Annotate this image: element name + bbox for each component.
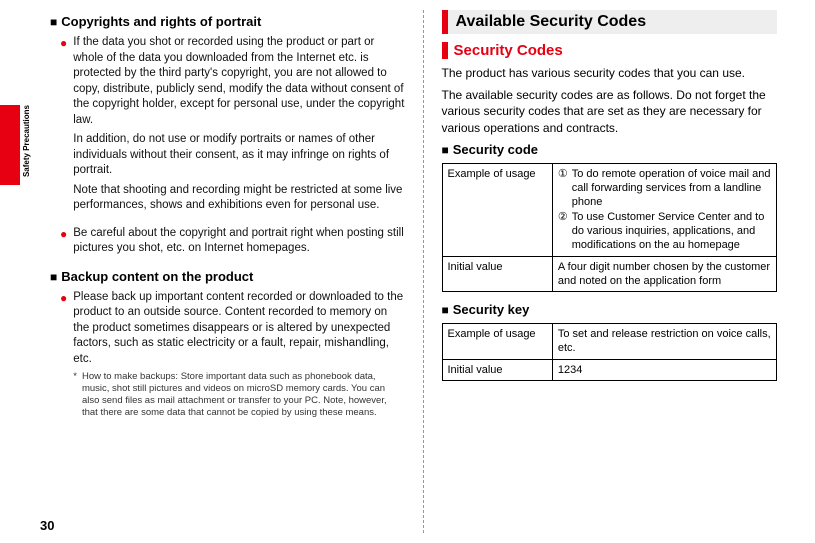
list-item-2: ② To use Customer Service Center and to … <box>558 210 771 253</box>
copyright-b2: Be careful about the copyright and portr… <box>73 226 404 257</box>
cell-value: 1234 <box>552 359 776 380</box>
cell-value: ① To do remote operation of voice mail a… <box>552 163 776 256</box>
intro-1: The product has various security codes t… <box>442 65 778 81</box>
list-item-1: ① To do remote operation of voice mail a… <box>558 167 771 210</box>
bullet-backup: ● Please back up important content recor… <box>60 290 405 419</box>
cell-label: Example of usage <box>442 324 552 360</box>
intro-2: The available security codes are as foll… <box>442 87 778 136</box>
backup-note-text: How to make backups: Store important dat… <box>82 371 405 419</box>
circled-1-icon: ① <box>558 167 568 210</box>
copyright-p1: If the data you shot or recorded using t… <box>73 35 404 128</box>
security-code-table: Example of usage ① To do remote operatio… <box>442 163 778 292</box>
bullet-text: Be careful about the copyright and portr… <box>73 226 404 261</box>
copyright-p3: Note that shooting and recording might b… <box>73 183 404 214</box>
cell-label: Initial value <box>442 359 552 380</box>
copyright-p2: In addition, do not use or modify portra… <box>73 132 404 179</box>
security-key-table: Example of usage To set and release rest… <box>442 323 778 381</box>
bullet-dot-icon: ● <box>60 290 67 419</box>
cell-label: Example of usage <box>442 163 552 256</box>
copyrights-body: ● If the data you shot or recorded using… <box>50 35 405 261</box>
backup-note: * How to make backups: Store important d… <box>73 371 404 419</box>
right-column: Available Security Codes Security Codes … <box>423 10 796 533</box>
bullet-text: Please back up important content recorde… <box>73 290 404 419</box>
section-title: Available Security Codes <box>442 10 778 34</box>
backup-body: ● Please back up important content recor… <box>50 290 405 419</box>
cell-value: A four digit number chosen by the custom… <box>552 256 776 292</box>
table-row: Initial value 1234 <box>442 359 777 380</box>
table-row: Example of usage ① To do remote operatio… <box>442 163 777 256</box>
page-container: Copyrights and rights of portrait ● If t… <box>0 0 815 543</box>
table-row: Initial value A four digit number chosen… <box>442 256 777 292</box>
side-tab <box>0 105 20 185</box>
cell-label: Initial value <box>442 256 552 292</box>
side-section-label: Safety Precautions <box>22 105 36 177</box>
heading-backup: Backup content on the product <box>50 269 405 284</box>
bullet-text: If the data you shot or recorded using t… <box>73 35 404 218</box>
heading-security-code: Security code <box>442 142 778 157</box>
bullet-dot-icon: ● <box>60 35 67 218</box>
page-number: 30 <box>40 518 54 533</box>
columns: Copyrights and rights of portrait ● If t… <box>50 10 795 533</box>
bullet-copyright-1: ● If the data you shot or recorded using… <box>60 35 405 218</box>
bullet-copyright-2: ● Be careful about the copyright and por… <box>60 226 405 261</box>
list-text: To do remote operation of voice mail and… <box>572 167 771 210</box>
cell-value: To set and release restriction on voice … <box>552 324 776 360</box>
list-text: To use Customer Service Center and to do… <box>572 210 771 253</box>
asterisk-icon: * <box>73 371 77 419</box>
heading-copyrights: Copyrights and rights of portrait <box>50 14 405 29</box>
bullet-dot-icon: ● <box>60 226 67 261</box>
table-row: Example of usage To set and release rest… <box>442 324 777 360</box>
heading-security-key: Security key <box>442 302 778 317</box>
circled-2-icon: ② <box>558 210 568 253</box>
left-column: Copyrights and rights of portrait ● If t… <box>50 10 423 533</box>
sub-title: Security Codes <box>442 42 778 59</box>
backup-b1: Please back up important content recorde… <box>73 290 404 368</box>
